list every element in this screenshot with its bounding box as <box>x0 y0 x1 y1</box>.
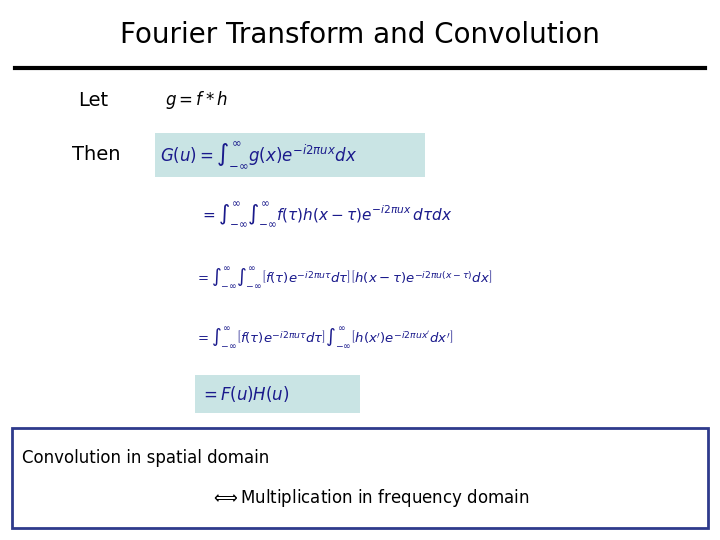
Text: Let: Let <box>78 91 108 110</box>
Text: Convolution in spatial domain: Convolution in spatial domain <box>22 449 269 467</box>
FancyBboxPatch shape <box>195 375 360 413</box>
Text: $=\int_{-\infty}^{\infty}\int_{-\infty}^{\infty} f(\tau)h(x-\tau)e^{-i2\pi ux}\,: $=\int_{-\infty}^{\infty}\int_{-\infty}^… <box>200 200 452 230</box>
FancyBboxPatch shape <box>12 428 708 528</box>
Text: $=\int_{-\infty}^{\infty}\left[f(\tau)e^{-i2\pi u\tau}d\tau\right]\int_{-\infty}: $=\int_{-\infty}^{\infty}\left[f(\tau)e^… <box>195 326 453 350</box>
FancyBboxPatch shape <box>155 133 425 177</box>
Text: Fourier Transform and Convolution: Fourier Transform and Convolution <box>120 21 600 49</box>
Text: $\Longleftrightarrow$Multiplication in frequency domain: $\Longleftrightarrow$Multiplication in f… <box>210 487 529 509</box>
Text: Then: Then <box>72 145 120 165</box>
Text: $=\int_{-\infty}^{\infty}\int_{-\infty}^{\infty} \left[f(\tau)e^{-i2\pi u\tau}d\: $=\int_{-\infty}^{\infty}\int_{-\infty}^… <box>195 265 492 291</box>
Text: $G(u)=\int_{-\infty}^{\infty} g(x)e^{-i2\pi ux}dx$: $G(u)=\int_{-\infty}^{\infty} g(x)e^{-i2… <box>160 139 357 171</box>
Text: $g = f * h$: $g = f * h$ <box>165 89 228 111</box>
Text: $= F(u)H(u)$: $= F(u)H(u)$ <box>200 384 289 404</box>
